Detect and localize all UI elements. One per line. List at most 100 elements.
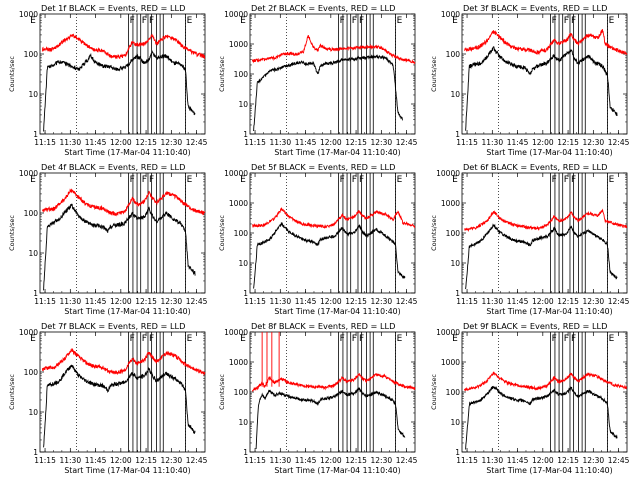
x-tick-label: 12:45 <box>396 138 418 147</box>
x-tick-label: 12:45 <box>608 456 630 465</box>
x-tick-label: 12:15 <box>557 138 579 147</box>
y-tick-label: 10 <box>238 259 248 268</box>
y-tick-label: 10 <box>450 259 460 268</box>
x-tick-label: 12:45 <box>186 138 208 147</box>
x-tick-label: 12:30 <box>371 138 393 147</box>
x-tick-label: 12:15 <box>345 456 367 465</box>
y-tick-label: 1000 <box>19 169 38 178</box>
interval-letter: F <box>571 175 576 185</box>
y-tick-label: 100 <box>24 368 39 377</box>
y-axis-label: Counts/sec <box>8 56 16 92</box>
x-tick-label: 11:45 <box>85 456 107 465</box>
x-tick-label: 12:45 <box>608 297 630 306</box>
y-tick-label: 10 <box>450 90 460 99</box>
events-series-line <box>465 46 618 131</box>
x-tick-label: 12:15 <box>557 297 579 306</box>
y-tick-label: 10 <box>238 100 248 109</box>
x-axis-label: Start Time (17-Mar-04 11:10:40) <box>486 307 612 316</box>
x-tick-label: 12:30 <box>371 297 393 306</box>
x-tick-label: 12:30 <box>583 138 605 147</box>
x-axis-label: Start Time (17-Mar-04 11:10:40) <box>486 148 612 157</box>
panel-det-1: Det 1f BLACK = Events, RED = LLD 1 10 100 10… <box>8 3 208 157</box>
lld-series-line <box>251 34 416 65</box>
x-tick-label: 11:15 <box>244 297 266 306</box>
x-tick-label: 11:15 <box>456 456 478 465</box>
panel-det-5: Det 5f BLACK = Events, RED = LLD 1 10 100 10… <box>218 162 418 316</box>
y-axis-label: Counts/sec <box>430 374 438 410</box>
events-series-line <box>255 387 406 450</box>
panel-title: Det 9f BLACK = Events, RED = LLD <box>463 321 607 331</box>
x-tick-label: 12:45 <box>186 297 208 306</box>
x-tick-label: 12:15 <box>345 138 367 147</box>
interval-letter: F <box>142 334 147 344</box>
interval-letter: E <box>452 16 458 26</box>
x-tick-label: 11:30 <box>481 297 503 306</box>
y-axis-label: Counts/sec <box>218 215 226 251</box>
interval-letter: F <box>149 175 154 185</box>
y-tick-label: 1 <box>243 130 248 139</box>
x-tick-label: 11:15 <box>244 456 266 465</box>
interval-letter: F <box>564 334 569 344</box>
x-tick-label: 12:15 <box>345 297 367 306</box>
events-series-line <box>465 385 618 450</box>
x-tick-label: 11:15 <box>34 297 56 306</box>
x-tick-label: 11:45 <box>507 138 529 147</box>
x-tick-label: 11:30 <box>59 297 81 306</box>
interval-letter: E <box>397 175 403 185</box>
x-tick-label: 11:45 <box>85 138 107 147</box>
y-tick-label: 1 <box>455 448 460 457</box>
panel-title: Det 3f BLACK = Events, RED = LLD <box>463 3 607 13</box>
panel-det-8: Det 8f BLACK = Events, RED = LLD 1 10 100 10… <box>218 321 418 475</box>
x-tick-label: 11:45 <box>507 297 529 306</box>
x-axis-label: Start Time (17-Mar-04 11:10:40) <box>64 307 190 316</box>
y-tick-label: 100 <box>234 70 249 79</box>
x-tick-label: 11:30 <box>269 297 291 306</box>
events-series-line <box>253 221 406 289</box>
x-tick-label: 12:45 <box>396 456 418 465</box>
interval-letter: F <box>552 334 557 344</box>
plot-frame <box>461 331 628 453</box>
lld-series-line <box>41 348 206 377</box>
y-tick-label: 10000 <box>436 328 460 337</box>
lld-series-line <box>252 207 416 229</box>
interval-letter: F <box>340 16 345 26</box>
y-tick-label: 100 <box>446 388 461 397</box>
events-series-line <box>43 203 196 291</box>
events-series-line <box>253 54 403 132</box>
x-tick-label: 12:15 <box>135 138 157 147</box>
y-axis-label: Counts/sec <box>8 374 16 410</box>
x-tick-label: 12:15 <box>557 456 579 465</box>
interval-letter: E <box>240 175 246 185</box>
x-tick-label: 11:15 <box>34 456 56 465</box>
y-tick-label: 100 <box>446 229 461 238</box>
panel-det-9: Det 9f BLACK = Events, RED = LLD 1 10 100 10… <box>430 321 630 475</box>
y-tick-label: 1 <box>243 289 248 298</box>
interval-letter: E <box>30 16 36 26</box>
x-tick-label: 12:30 <box>583 297 605 306</box>
interval-letter: E <box>187 334 193 344</box>
panel-det-2: Det 2f BLACK = Events, RED = LLD 1 10 100 10… <box>218 3 418 157</box>
y-tick-label: 10000 <box>224 328 248 337</box>
x-axis-label: Start Time (17-Mar-04 11:10:40) <box>274 148 400 157</box>
x-tick-label: 12:00 <box>532 297 554 306</box>
x-tick-label: 11:15 <box>34 138 56 147</box>
x-tick-label: 12:00 <box>320 138 342 147</box>
y-tick-label: 1 <box>33 448 38 457</box>
lld-series-line <box>463 29 628 56</box>
x-tick-label: 11:45 <box>85 297 107 306</box>
x-tick-label: 11:30 <box>59 456 81 465</box>
x-axis-label: Start Time (17-Mar-04 11:10:40) <box>486 466 612 475</box>
x-axis-label: Start Time (17-Mar-04 11:10:40) <box>274 307 400 316</box>
x-tick-label: 11:30 <box>59 138 81 147</box>
events-series-line <box>43 364 196 448</box>
y-tick-label: 10 <box>28 408 38 417</box>
y-tick-label: 10000 <box>224 10 248 19</box>
x-tick-label: 11:45 <box>295 138 317 147</box>
interval-letter: E <box>397 16 403 26</box>
x-tick-label: 11:45 <box>295 456 317 465</box>
x-tick-label: 12:30 <box>583 456 605 465</box>
y-tick-label: 1000 <box>19 328 38 337</box>
plot-frame <box>39 331 206 453</box>
interval-letter: F <box>352 334 357 344</box>
y-tick-label: 100 <box>24 209 39 218</box>
